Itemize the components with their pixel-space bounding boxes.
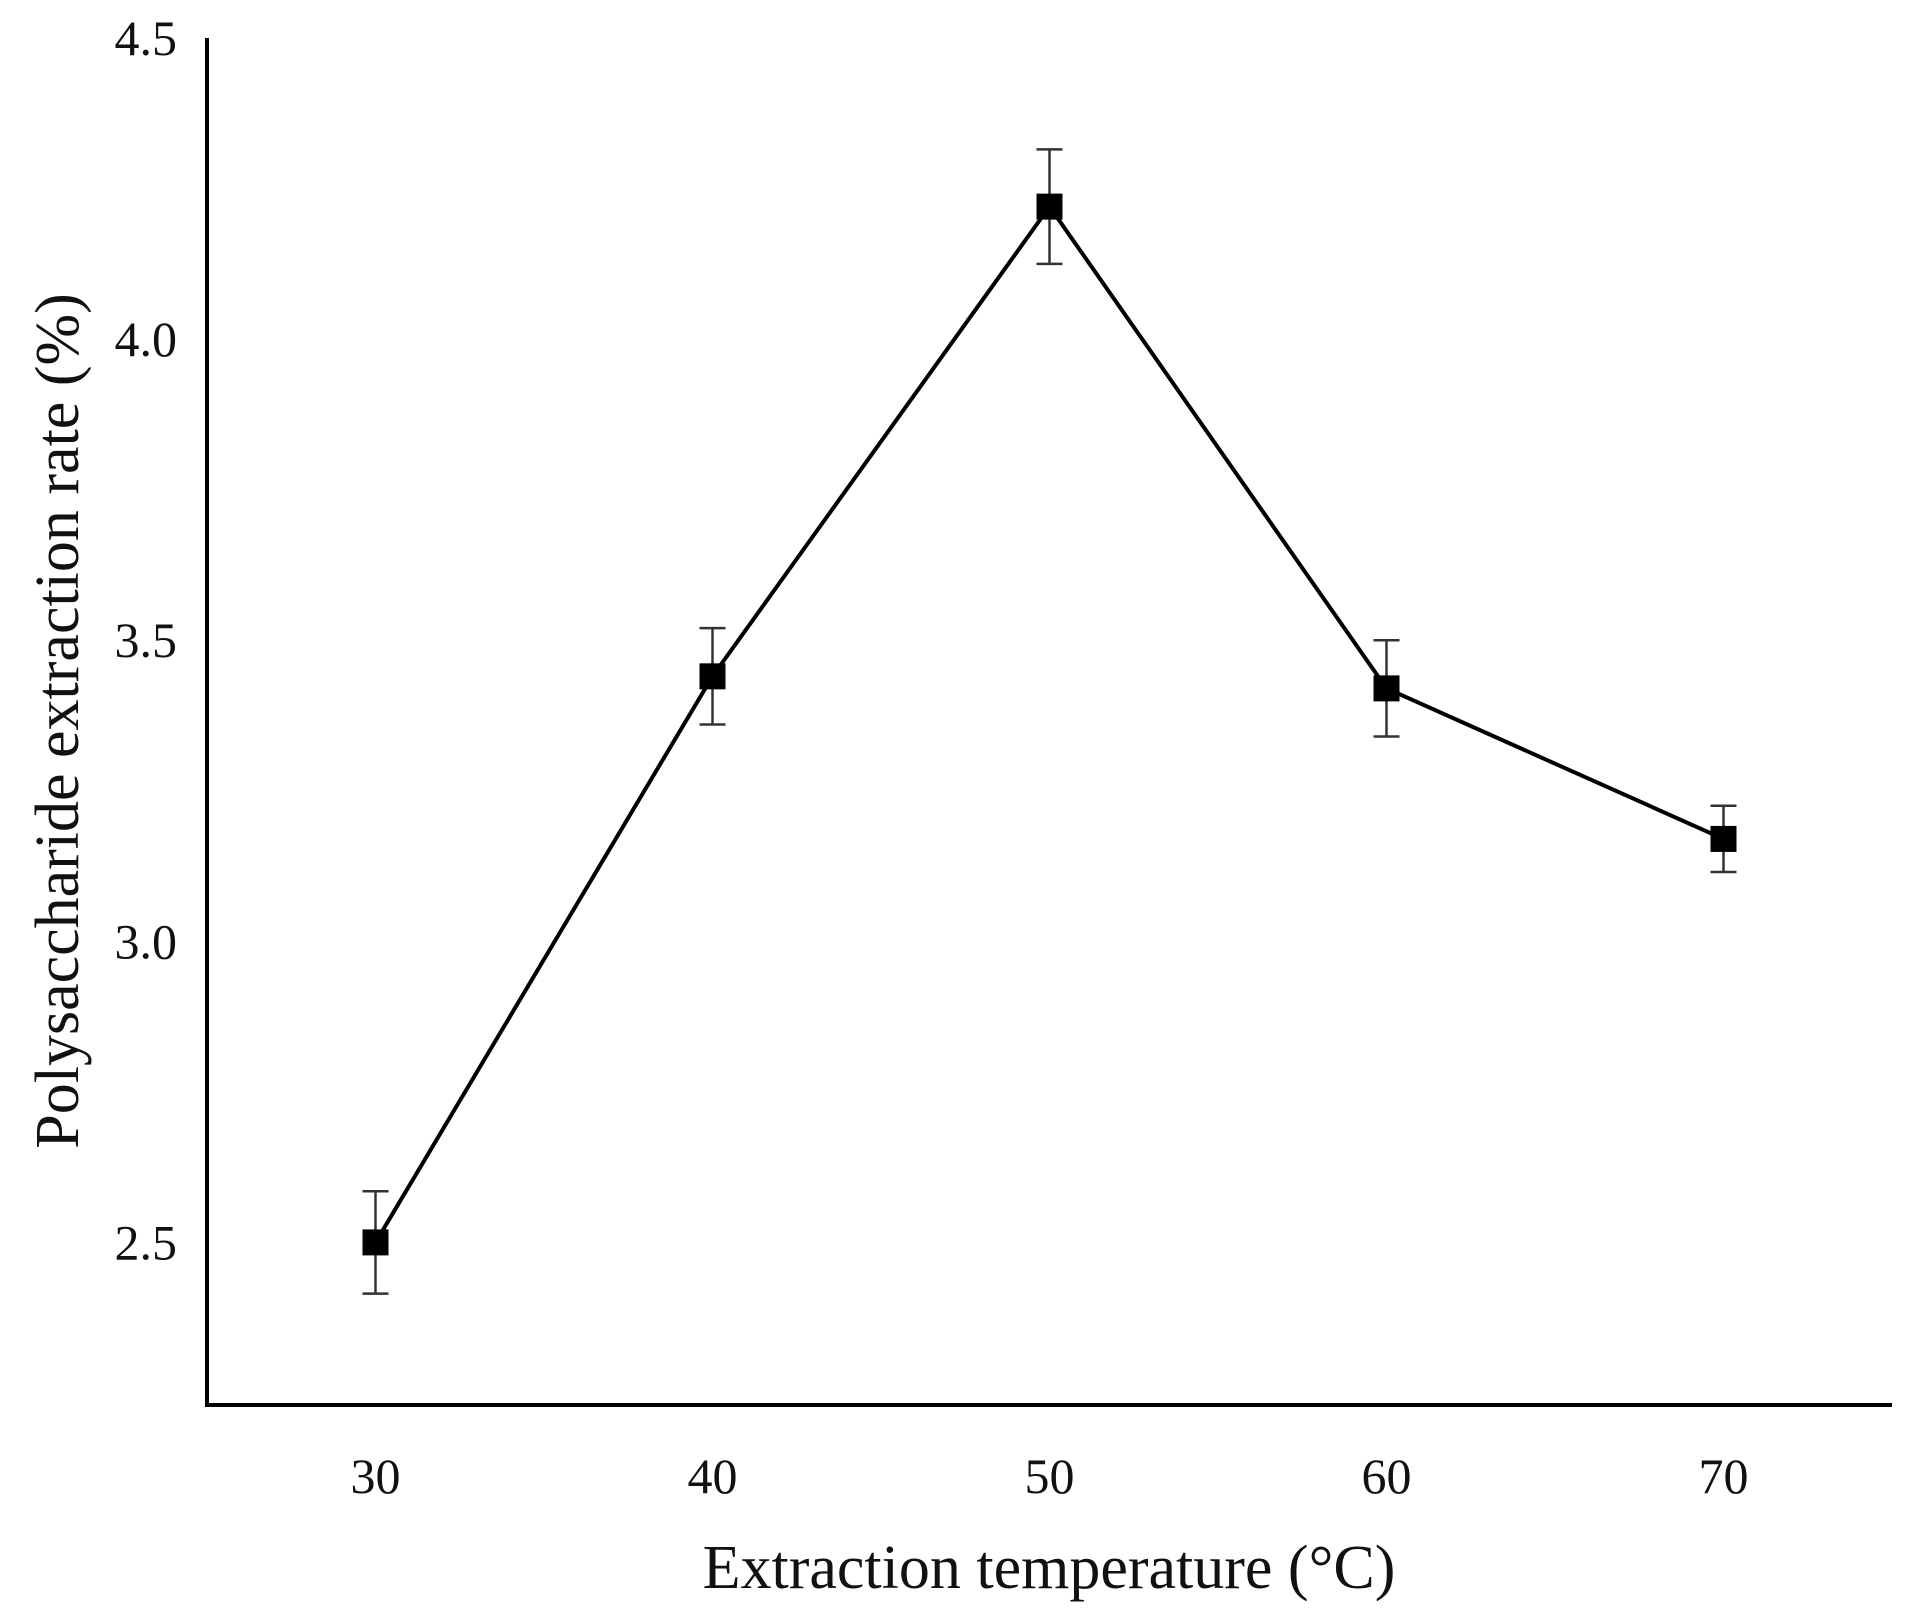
y-axis-title: Polysaccharide extraction rate (%) (24, 293, 92, 1149)
y-tick-label: 4.0 (115, 311, 178, 367)
x-tick-label: 60 (1362, 1448, 1412, 1504)
axes (205, 38, 1892, 1407)
x-tick-labels: 30 40 50 60 70 (351, 1448, 1749, 1504)
data-point-marker (1373, 675, 1400, 702)
x-tick-label: 30 (351, 1448, 401, 1504)
series-line (373, 203, 1725, 1244)
y-tick-label: 4.5 (115, 10, 178, 66)
y-tick-label: 2.5 (115, 1214, 178, 1270)
x-tick-label: 40 (688, 1448, 738, 1504)
y-tick-label: 3.0 (115, 913, 178, 969)
data-point-marker (699, 663, 726, 690)
x-tick-label: 50 (1025, 1448, 1075, 1504)
x-tick-label: 70 (1699, 1448, 1749, 1504)
x-axis-title: Extraction temperature (°C) (703, 1534, 1396, 1602)
y-tick-labels: 2.5 3.0 3.5 4.0 4.5 (115, 10, 178, 1270)
data-point-marker (1710, 825, 1737, 852)
y-tick-label: 3.5 (115, 612, 178, 668)
data-series (362, 148, 1737, 1295)
data-point-marker (362, 1229, 389, 1256)
data-point-marker (1036, 193, 1063, 220)
